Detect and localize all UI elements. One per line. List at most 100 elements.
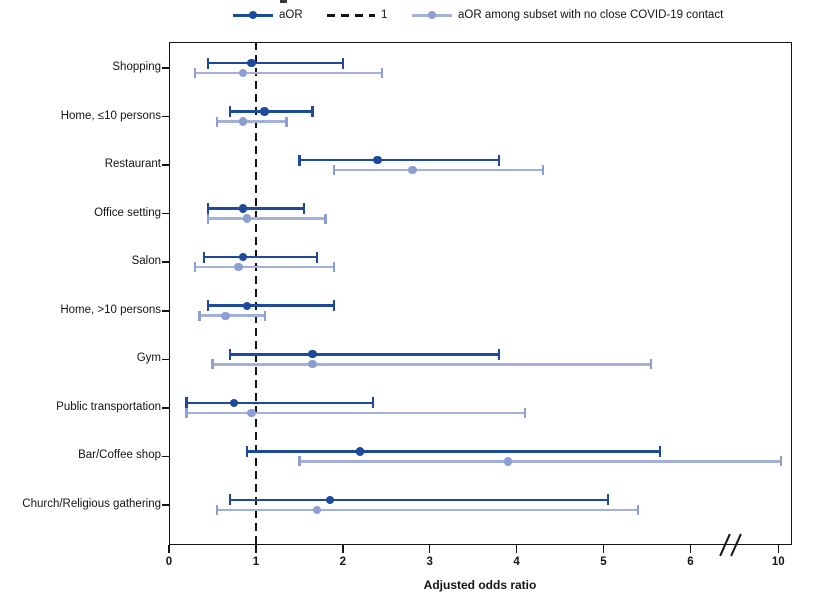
ci-line-aor: [203, 255, 317, 259]
y-axis-tick: [162, 115, 169, 118]
ci-cap-low: [207, 300, 210, 312]
x-axis-tick: [602, 545, 605, 553]
ci-cap-high: [380, 68, 384, 78]
ci-cap-high: [498, 348, 501, 360]
ci-cap-high: [780, 456, 783, 467]
ci-line-subset: [299, 460, 782, 463]
ci-cap-low: [228, 348, 232, 360]
cropped-text-artifact: [280, 0, 287, 3]
y-axis-tick: [162, 212, 169, 215]
point-marker-subset: [503, 457, 513, 466]
reference-dashed-swatch: [327, 13, 375, 17]
legend-item-aor: aOR: [233, 7, 303, 23]
y-axis-tick: [162, 407, 169, 409]
ci-cap-low: [198, 310, 201, 321]
category-label: Restaurant: [104, 158, 161, 171]
point-marker-aor: [247, 58, 256, 68]
ci-cap-high: [637, 504, 640, 515]
ci-cap-low: [211, 359, 214, 370]
aor-dot-icon: [249, 11, 257, 19]
ci-line-aor: [208, 61, 343, 65]
ci-cap-low: [215, 116, 218, 127]
point-marker-subset: [312, 505, 321, 515]
point-marker-aor: [229, 398, 239, 408]
ci-cap-high: [372, 397, 375, 409]
ci-cap-high: [263, 310, 266, 321]
point-marker-aor: [308, 350, 317, 359]
legend-item-subset: aOR among subset with no close COVID-19 …: [412, 7, 723, 23]
subset-dot-icon: [428, 11, 436, 19]
x-axis-tick-label: 1: [252, 556, 260, 568]
ci-cap-low: [333, 165, 336, 176]
x-axis-tick: [342, 545, 344, 553]
ci-cap-high: [285, 116, 288, 127]
x-axis-tick: [168, 545, 170, 553]
x-axis-tick: [689, 545, 692, 553]
point-marker-subset: [238, 117, 248, 126]
ci-cap-low: [207, 57, 210, 69]
point-marker-subset: [238, 68, 248, 78]
point-marker-subset: [243, 214, 252, 223]
category-label: Home, >10 persons: [60, 303, 161, 316]
category-label: Home, ≤10 persons: [60, 109, 161, 122]
ci-cap-low: [185, 397, 188, 409]
x-axis-tick: [515, 545, 518, 553]
ci-cap-high: [341, 57, 344, 69]
point-marker-aor: [238, 204, 248, 213]
x-axis-tick-label: 10: [771, 556, 785, 568]
ci-line-subset: [216, 508, 639, 512]
x-axis-tick-label: 6: [687, 556, 694, 568]
ci-cap-high: [333, 262, 336, 273]
category-label: Gym: [136, 352, 161, 365]
x-axis-title: Adjusted odds ratio: [423, 578, 537, 592]
ci-line-subset: [199, 314, 265, 318]
ci-cap-low: [207, 213, 210, 224]
x-axis-tick-label: 5: [600, 556, 607, 568]
y-axis-tick: [162, 261, 169, 263]
x-axis-tick-label: 2: [339, 556, 346, 568]
ci-line-aor: [208, 304, 335, 308]
ci-cap-low: [298, 154, 301, 166]
ci-cap-low: [194, 262, 197, 273]
point-marker-subset: [308, 360, 317, 369]
ci-cap-low: [202, 251, 205, 263]
ci-cap-high: [324, 213, 327, 224]
ci-cap-high: [311, 106, 314, 118]
ci-cap-low: [298, 456, 301, 467]
point-marker-subset: [247, 408, 256, 418]
ci-line-subset: [195, 71, 382, 75]
point-marker-subset: [234, 263, 243, 272]
category-label: Bar/Coffee shop: [78, 449, 161, 462]
subset-line-swatch: [412, 11, 452, 19]
ci-line-subset: [212, 363, 652, 366]
ci-cap-low: [228, 494, 232, 506]
ci-line-aor: [229, 353, 500, 356]
ci-line-subset: [216, 120, 287, 123]
ci-cap-high: [302, 203, 305, 215]
y-axis-tick: [162, 309, 169, 312]
ci-line-aor: [208, 207, 304, 210]
ci-line-subset: [195, 265, 335, 269]
ci-cap-high: [498, 154, 501, 166]
ci-line-subset: [334, 168, 543, 172]
point-marker-subset: [221, 311, 230, 320]
ci-line-subset: [186, 411, 526, 415]
ci-cap-high: [524, 407, 527, 418]
legend-label-reference: 1: [381, 9, 388, 21]
ci-line-aor: [229, 110, 313, 113]
ci-cap-low: [185, 407, 188, 418]
y-axis-tick: [162, 67, 169, 69]
legend-label-subset: aOR among subset with no close COVID-19 …: [458, 9, 724, 21]
ci-cap-low: [228, 106, 232, 118]
y-axis-tick: [162, 455, 169, 458]
ci-cap-high: [333, 300, 336, 312]
legend-item-reference: 1: [327, 7, 387, 23]
x-axis-tick: [428, 545, 431, 553]
ci-cap-low: [194, 68, 197, 78]
point-marker-aor: [373, 155, 382, 165]
ci-line-subset: [208, 217, 326, 220]
ci-line-aor: [186, 401, 374, 405]
ci-cap-low: [207, 203, 210, 215]
y-axis-tick: [162, 358, 169, 361]
